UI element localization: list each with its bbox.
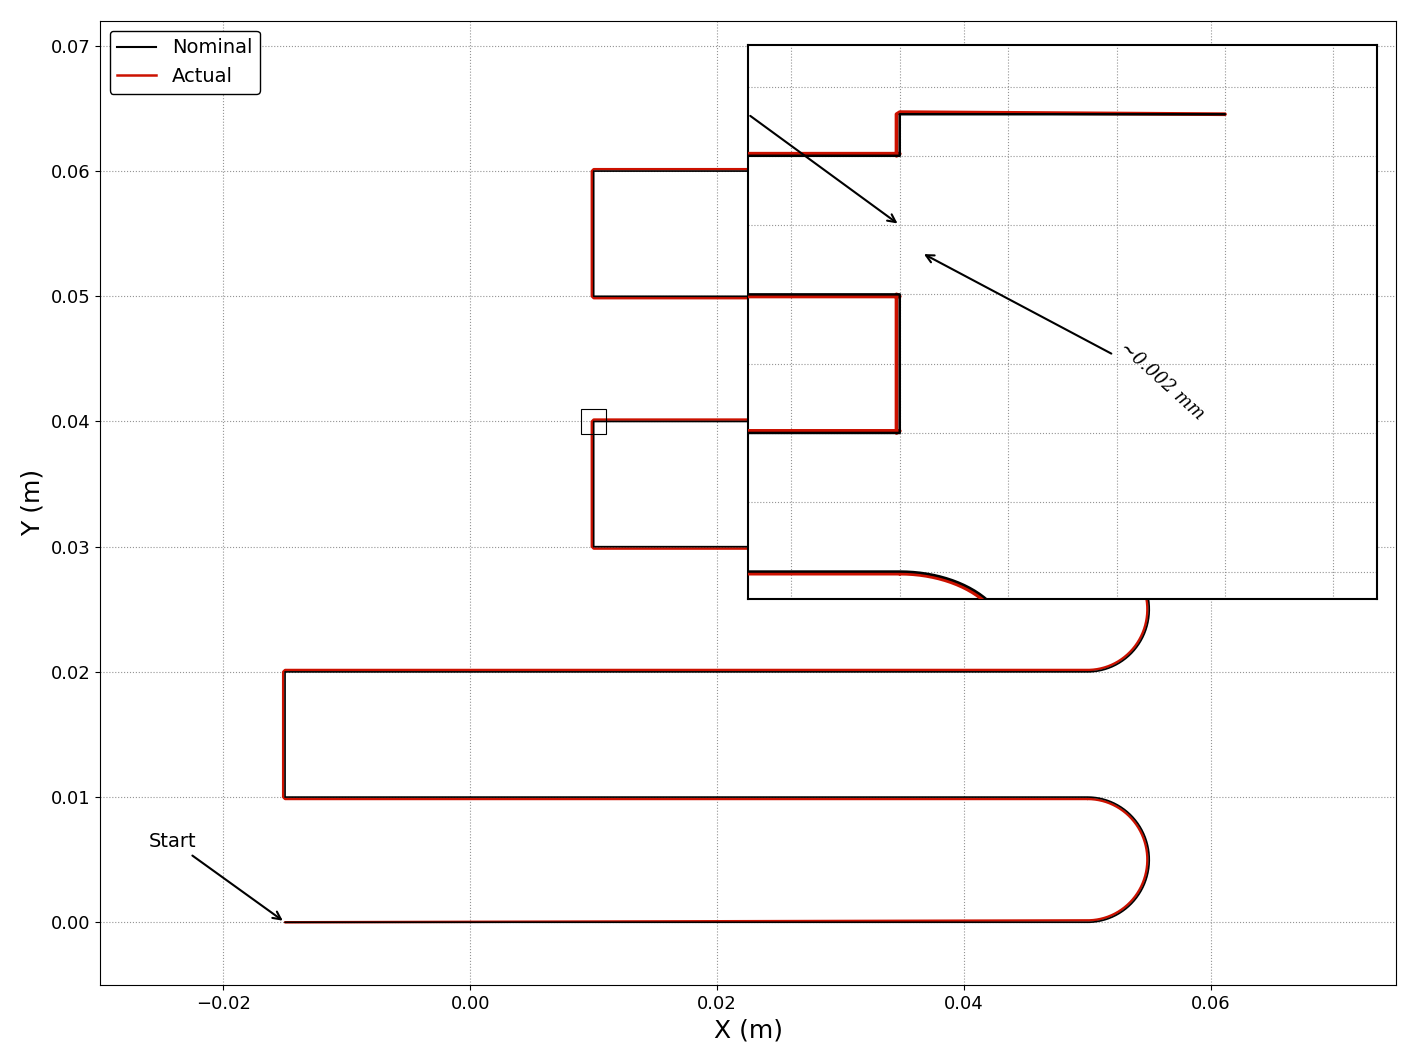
Y-axis label: Y (m): Y (m) [21, 469, 45, 537]
Actual [1264, 128, 1281, 140]
Nominal [1139, 588, 1156, 601]
Actual [1093, 912, 1110, 925]
Actual [1138, 589, 1155, 602]
Actual [276, 916, 293, 929]
Bar [581, 409, 606, 434]
Legend: Nominal, Actual: Nominal, Actual [109, 31, 261, 94]
Bar [1000, 71, 1359, 572]
Actual [1108, 656, 1125, 669]
Nominal [1264, 128, 1281, 140]
Nominal [1093, 914, 1110, 927]
Nominal [585, 165, 602, 178]
Nominal [1110, 658, 1127, 671]
Line: Nominal: Nominal [285, 134, 1272, 923]
Actual [1138, 615, 1155, 628]
Text: Start: Start [149, 832, 281, 919]
Nominal [1078, 128, 1095, 140]
Nominal [1132, 635, 1149, 647]
Actual [585, 163, 602, 175]
Actual [1078, 125, 1095, 138]
Nominal [276, 916, 293, 929]
X-axis label: X (m): X (m) [714, 1018, 782, 1042]
Nominal [1139, 615, 1156, 628]
Actual [1131, 634, 1148, 646]
Line: Actual: Actual [283, 132, 1272, 923]
